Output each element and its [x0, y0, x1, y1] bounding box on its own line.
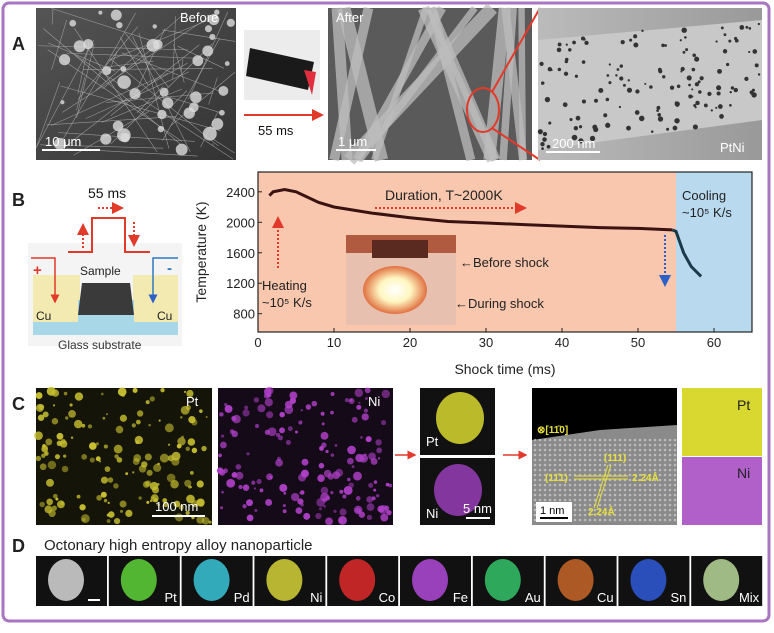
heating-rate: ~10⁵ K/s: [262, 295, 312, 310]
pt-particle-map: Pt: [420, 388, 495, 455]
x-tick-label: 60: [707, 335, 721, 350]
cu-right-label: Cu: [157, 309, 172, 323]
element-map-tile: Co: [327, 556, 398, 606]
element-label: Co: [379, 590, 396, 605]
sem-after-image: After 1 μm: [328, 8, 532, 160]
element-label: Sn: [670, 590, 686, 605]
scale-bar-tem: 200 nm: [552, 136, 595, 151]
element-label: Cu: [597, 590, 614, 605]
scale-bar-hr: 1 nm: [540, 505, 564, 517]
y-tick-label: 1200: [226, 276, 255, 291]
atomic-ni-map: Ni: [682, 457, 762, 525]
x-axis-label: Shock time (ms): [454, 361, 555, 377]
element-label: Mix: [739, 590, 760, 605]
x-tick-label: 10: [327, 335, 341, 350]
element-map-tile: Sn: [618, 556, 689, 606]
plus-terminal: +: [33, 262, 42, 279]
after-label: After: [336, 10, 364, 25]
element-map-tile: Fe: [400, 556, 471, 606]
panel-b-label: B: [12, 190, 25, 210]
element-label: Fe: [453, 590, 468, 605]
pulse-duration: 55 ms: [88, 185, 126, 201]
cu-left-label: Cu: [36, 309, 51, 323]
scale-bar-map: 100 nm: [155, 499, 198, 514]
atomic-ni-label: Ni: [737, 465, 750, 481]
before-shock-label: ←Before shock: [460, 255, 549, 270]
cooling-label: Cooling: [682, 188, 726, 203]
pt-particle-label: Pt: [426, 434, 439, 449]
panel-d-title: Octonary high entropy alloy nanoparticle: [44, 537, 313, 554]
tem-image: 200 nm PtNi: [538, 8, 762, 160]
sample-label: Sample: [80, 264, 121, 278]
scale-bar-small: 5 nm: [463, 501, 492, 516]
ni-particle-label: Ni: [426, 506, 438, 521]
y-tick-label: 800: [233, 307, 255, 322]
element-map-tile: Mix: [691, 556, 762, 606]
heating-label: Heating: [262, 278, 307, 293]
panel-c-label: C: [12, 394, 25, 414]
element-map-tile: [36, 556, 107, 606]
sem-before-image: Before 10 μm: [36, 8, 236, 160]
substrate-label: Glass substrate: [58, 338, 142, 352]
d-spacing-2: 2.24Å: [588, 505, 615, 518]
element-map-tile: Au: [473, 556, 544, 606]
x-tick-label: 40: [555, 335, 569, 350]
haadf-stem-image: ⊗[11̄0] (111) (11̄1) 2.24Å 2.24Å 1 nm: [532, 388, 677, 525]
element-map-tile: Pd: [182, 556, 253, 606]
ni-eds-map: Ni: [217, 387, 393, 526]
element-label: Pd: [234, 590, 250, 605]
pt-eds-map: Pt 100 nm: [34, 387, 212, 525]
x-tick-label: 0: [254, 335, 261, 350]
x-tick-label: 30: [479, 335, 493, 350]
y-tick-label: 2400: [226, 185, 255, 200]
x-tick-label: 50: [631, 335, 645, 350]
element-label: Au: [525, 590, 541, 605]
minus-terminal: -: [167, 260, 172, 277]
pt-map-label: Pt: [186, 394, 199, 409]
scale-bar-after: 1 μm: [338, 134, 367, 149]
process-time: 55 ms: [258, 123, 294, 138]
element-map-tile: Cu: [546, 556, 617, 606]
element-label: Pt: [165, 590, 178, 605]
x-tick-label: 20: [403, 335, 417, 350]
y-axis-label: Temperature (K): [193, 201, 209, 302]
zone-axis-label: ⊗[11̄0]: [537, 425, 568, 436]
element-label: Ni: [310, 590, 322, 605]
element-map-tile: Pt: [109, 556, 180, 606]
during-shock-label: ←During shock: [455, 296, 544, 311]
duration-label: Duration, T~2000K: [385, 187, 503, 203]
before-label: Before: [180, 10, 218, 25]
atomic-pt-label: Pt: [737, 397, 750, 413]
sample-photo: [244, 30, 320, 100]
scale-bar-before: 10 μm: [45, 134, 81, 149]
atomic-pt-map: Pt: [682, 388, 762, 456]
cooling-rate: ~10⁵ K/s: [682, 205, 732, 220]
ni-map-label: Ni: [368, 394, 380, 409]
inset-photo: [346, 235, 456, 325]
panel-d-label: D: [12, 536, 25, 556]
y-tick-label: 2000: [226, 215, 255, 230]
y-tick-label: 1600: [226, 246, 255, 261]
panel-a-label: A: [12, 34, 25, 54]
plane-111-label: (111): [604, 453, 626, 464]
d-spacing-1: 2.24Å: [632, 471, 659, 484]
ni-particle-map: Ni 5 nm: [420, 458, 495, 525]
element-map-tile: Ni: [254, 556, 325, 606]
plane-11-1-label: (11̄1): [545, 473, 568, 484]
material-label: PtNi: [720, 140, 745, 155]
